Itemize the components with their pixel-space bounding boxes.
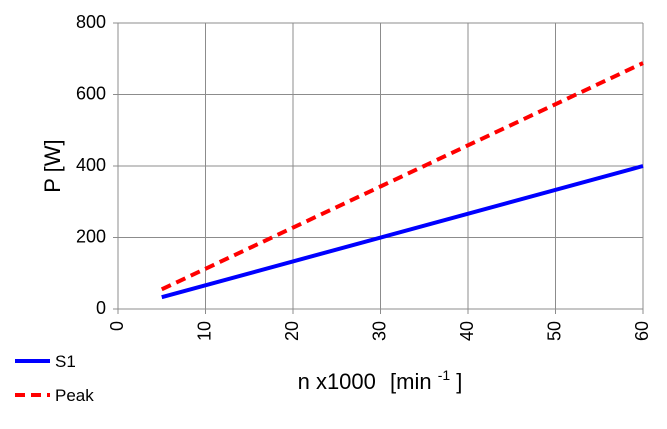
y-tick-label: 800: [76, 12, 106, 32]
legend: S1 Peak: [15, 352, 94, 405]
y-tick-label: 600: [76, 83, 106, 103]
x-tick-label: 50: [544, 321, 564, 341]
y-axis-ticks: 0 200 400 600 800: [76, 12, 106, 318]
x-axis-title: n x1000 [min -1 ]: [298, 360, 463, 394]
x-tick-label: 10: [194, 321, 214, 341]
x-axis-title-unit-close: ]: [456, 369, 462, 394]
series-line-s1: [161, 164, 644, 300]
y-tick-label: 200: [76, 226, 106, 246]
x-tick-label: 20: [282, 321, 302, 341]
x-tick-label: 30: [369, 321, 389, 341]
x-axis-title-main: n x1000: [298, 369, 376, 394]
legend-label-s1: S1: [55, 352, 76, 371]
y-tick-label: 0: [96, 298, 106, 318]
x-axis-ticks: 0 10 20 30 40 50 60: [107, 321, 652, 341]
series-line-peak: [160, 61, 644, 292]
legend-label-peak: Peak: [55, 386, 94, 405]
legend-item-s1: S1: [15, 352, 76, 371]
series-layer: [160, 61, 644, 300]
x-tick-label: 40: [457, 321, 477, 341]
x-tick-label: 0: [107, 321, 127, 331]
y-tick-label: 400: [76, 155, 106, 175]
x-axis-title-unit: [min: [390, 369, 432, 394]
x-tick-label: 60: [632, 321, 652, 341]
x-axis-title-unit-exponent: -1: [438, 367, 451, 383]
grid: [113, 22, 644, 314]
y-axis-title: P [W]: [40, 139, 65, 192]
legend-item-peak: Peak: [15, 386, 94, 405]
